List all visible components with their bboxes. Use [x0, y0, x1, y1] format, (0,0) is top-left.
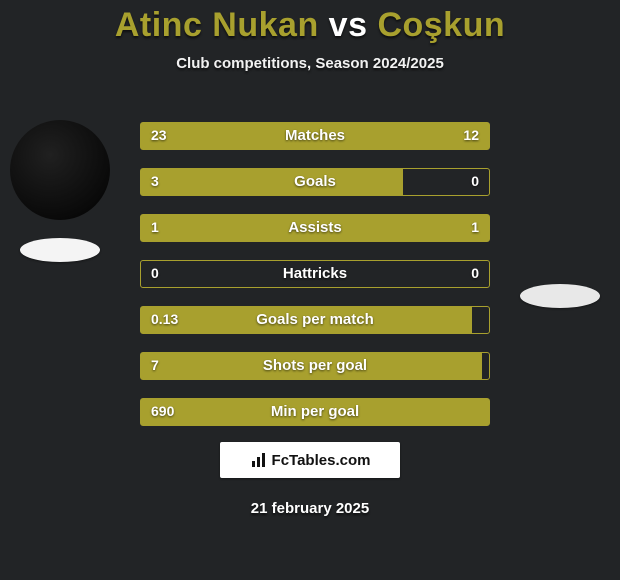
stat-row: 690Min per goal: [140, 398, 490, 426]
player-right-col: [505, 100, 615, 308]
chart-icon: [250, 451, 268, 469]
brand-text: FcTables.com: [272, 452, 371, 469]
date-text: 21 february 2025: [0, 500, 620, 517]
player-left-col: [5, 100, 115, 262]
stat-row: 11Assists: [140, 214, 490, 242]
stat-label: Assists: [141, 215, 489, 241]
stat-label: Shots per goal: [141, 353, 489, 379]
player2-avatar: [510, 120, 610, 220]
stat-row: 7Shots per goal: [140, 352, 490, 380]
stat-label: Matches: [141, 123, 489, 149]
title-vs: vs: [329, 6, 368, 44]
brand-badge: FcTables.com: [220, 442, 400, 478]
subtitle: Club competitions, Season 2024/2025: [0, 55, 620, 72]
stat-bars: 2312Matches 30Goals 11Assists 00Hattricks 0.…: [140, 122, 490, 444]
player1-flag: [20, 238, 100, 262]
stat-row: 2312Matches: [140, 122, 490, 150]
stat-row: 30Goals: [140, 168, 490, 196]
title-player2: Coşkun: [377, 6, 505, 44]
player2-flag: [520, 284, 600, 308]
stat-label: Goals per match: [141, 307, 489, 333]
stat-row: 00Hattricks: [140, 260, 490, 288]
stat-row: 0.13Goals per match: [140, 306, 490, 334]
player1-avatar: [10, 120, 110, 220]
stat-label: Goals: [141, 169, 489, 195]
stat-label: Hattricks: [141, 261, 489, 287]
page-title: Atinc Nukan vs Coşkun: [0, 0, 620, 45]
stat-label: Min per goal: [141, 399, 489, 425]
comparison-infographic: Atinc Nukan vs Coşkun Club competitions,…: [0, 0, 620, 580]
title-player1: Atinc Nukan: [115, 6, 319, 44]
